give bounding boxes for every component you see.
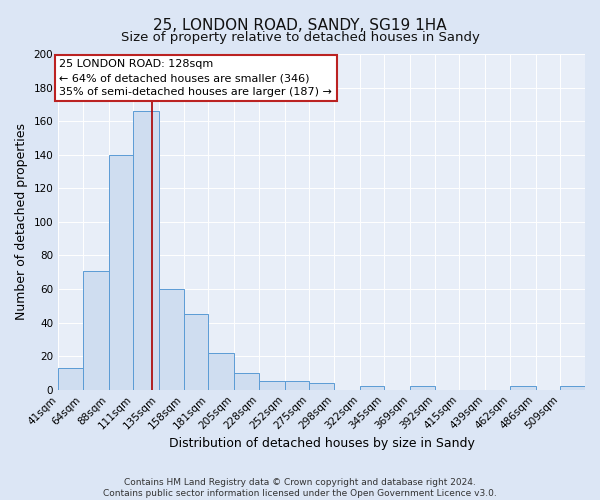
Bar (83, 270, 109, 390)
Bar (58, 368, 83, 390)
Bar (208, 353, 234, 390)
Bar (184, 314, 208, 390)
Bar (359, 386, 385, 390)
Bar (309, 383, 334, 390)
Bar (159, 289, 184, 390)
Bar (560, 386, 585, 390)
Bar (284, 382, 309, 390)
Bar (259, 382, 284, 390)
Bar (510, 386, 536, 390)
Bar (410, 386, 435, 390)
Text: Size of property relative to detached houses in Sandy: Size of property relative to detached ho… (121, 31, 479, 44)
Bar (133, 111, 159, 390)
Text: Contains HM Land Registry data © Crown copyright and database right 2024.
Contai: Contains HM Land Registry data © Crown c… (103, 478, 497, 498)
Text: 25 LONDON ROAD: 128sqm
← 64% of detached houses are smaller (346)
35% of semi-de: 25 LONDON ROAD: 128sqm ← 64% of detached… (59, 59, 332, 97)
Y-axis label: Number of detached properties: Number of detached properties (15, 124, 28, 320)
Bar (109, 154, 133, 390)
Text: 25, LONDON ROAD, SANDY, SG19 1HA: 25, LONDON ROAD, SANDY, SG19 1HA (153, 18, 447, 32)
X-axis label: Distribution of detached houses by size in Sandy: Distribution of detached houses by size … (169, 437, 475, 450)
Bar (234, 373, 259, 390)
